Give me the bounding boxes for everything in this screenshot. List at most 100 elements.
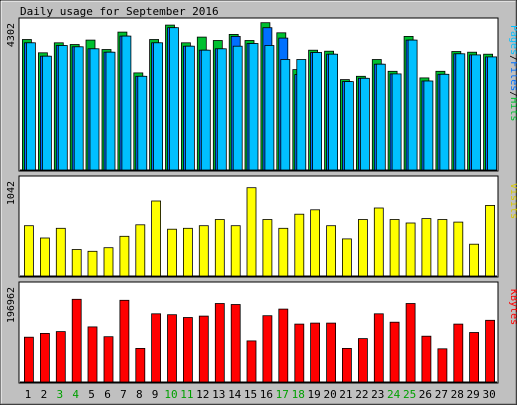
bar-kbytes-day-22 [357, 338, 368, 383]
bar-kbytes-day-9 [151, 313, 162, 383]
day-label-1: 1 [25, 388, 32, 401]
day-label-7: 7 [120, 388, 127, 401]
bar-pages-day-15 [248, 43, 259, 171]
bar-visits-day-21 [341, 238, 352, 277]
bar-visits-day-14 [230, 225, 241, 277]
bar-visits-day-12 [198, 225, 209, 277]
bar-visits-day-23 [373, 207, 384, 277]
bar-kbytes-day-24 [389, 321, 400, 383]
bar-pages-day-20 [328, 53, 339, 171]
day-label-3: 3 [56, 388, 63, 401]
bar-visits-day-15 [246, 187, 257, 277]
bar-visits-day-28 [453, 221, 464, 277]
day-label-23: 23 [371, 388, 384, 401]
bar-visits-day-17 [278, 227, 289, 277]
bar-visits-day-11 [182, 227, 193, 277]
bar-pages-day-21 [343, 81, 354, 171]
day-label-4: 4 [72, 388, 79, 401]
bar-kbytes-day-17 [278, 308, 289, 383]
day-label-10: 10 [164, 388, 177, 401]
bar-visits-day-3 [55, 227, 66, 277]
bar-visits-day-1 [23, 225, 34, 277]
day-label-5: 5 [88, 388, 95, 401]
day-label-12: 12 [196, 388, 209, 401]
bar-pages-day-28 [455, 53, 466, 171]
day-label-26: 26 [419, 388, 432, 401]
legend-top-part: Pages [508, 25, 517, 55]
bar-kbytes-day-10 [167, 314, 177, 383]
y-max-label: 196962 [6, 287, 17, 323]
bar-visits-day-8 [135, 224, 146, 277]
bar-pages-day-10 [169, 27, 179, 171]
bar-pages-day-17 [280, 59, 291, 171]
bar-pages-day-23 [375, 63, 386, 171]
chart-panels: 4302 1042 196962 [6, 17, 499, 384]
legend-top-part: / [508, 91, 517, 97]
bar-kbytes-day-6 [103, 336, 114, 383]
day-label-19: 19 [307, 388, 320, 401]
bar-pages-day-7 [121, 35, 132, 171]
legend-top: Pages/Files/Hits [508, 25, 517, 121]
day-label-9: 9 [152, 388, 159, 401]
bar-kbytes-day-3 [55, 331, 66, 383]
bar-pages-day-4 [73, 46, 84, 171]
bar-kbytes-day-28 [453, 323, 464, 383]
bar-kbytes-day-23 [373, 313, 384, 383]
bar-kbytes-day-20 [326, 322, 337, 383]
day-labels: 1 2 3 4 5 6 7 8 9 10 11 12 13 14 15 16 17 18 19 20 21 22 23 24 2… [25, 388, 496, 401]
bar-pages-day-16 [264, 45, 275, 171]
bar-visits-day-7 [119, 235, 130, 277]
day-label-17: 17 [276, 388, 289, 401]
bar-pages-day-18 [296, 59, 307, 171]
day-label-30: 30 [482, 388, 495, 401]
bar-visits-day-30 [485, 204, 496, 277]
bar-kbytes-day-26 [421, 335, 432, 383]
bar-visits-day-29 [469, 243, 480, 277]
bar-pages-day-12 [200, 49, 211, 171]
y-max-label: 4302 [6, 23, 17, 47]
bar-kbytes-day-19 [310, 322, 321, 383]
bar-kbytes-day-29 [469, 332, 480, 383]
bar-kbytes-day-5 [87, 326, 98, 383]
bar-visits-day-18 [294, 213, 305, 277]
panel-frame [18, 175, 499, 278]
bar-pages-day-11 [184, 45, 195, 171]
bar-visits-day-5 [87, 250, 98, 277]
bar-visits-day-25 [405, 222, 416, 277]
day-label-15: 15 [244, 388, 257, 401]
day-label-6: 6 [104, 388, 111, 401]
panel-frame [18, 281, 499, 384]
bar-pages-day-5 [89, 48, 100, 171]
bar-kbytes-day-21 [341, 347, 352, 383]
panel-hits-files-pages: 4302 [6, 17, 499, 172]
legend-top-part: Files [508, 61, 517, 91]
bar-visits-day-27 [437, 219, 448, 277]
bar-kbytes-day-16 [262, 315, 273, 383]
day-label-13: 13 [212, 388, 225, 401]
legend-kbytes: KBytes [508, 289, 517, 325]
bar-kbytes-day-30 [485, 319, 496, 383]
bar-visits-day-9 [151, 200, 162, 277]
day-label-28: 28 [451, 388, 464, 401]
day-label-27: 27 [435, 388, 448, 401]
bar-kbytes-day-12 [198, 315, 209, 383]
bar-visits-day-26 [421, 218, 432, 277]
day-label-11: 11 [180, 388, 193, 401]
bar-kbytes-day-14 [230, 304, 241, 383]
panel-visits: 1042 [6, 175, 499, 278]
day-label-20: 20 [323, 388, 336, 401]
bar-visits-day-19 [310, 209, 321, 277]
bar-kbytes-day-7 [119, 299, 130, 383]
day-label-14: 14 [228, 388, 242, 401]
bar-pages-day-8 [137, 75, 148, 171]
bar-pages-day-1 [25, 42, 36, 171]
bar-pages-day-2 [42, 55, 52, 171]
bar-pages-day-14 [232, 45, 243, 171]
bar-kbytes-day-13 [214, 303, 225, 383]
day-label-24: 24 [387, 388, 401, 401]
bar-kbytes-day-25 [405, 303, 416, 383]
bar-pages-day-29 [471, 54, 482, 171]
bar-visits-day-13 [214, 219, 225, 277]
bar-kbytes-day-18 [294, 323, 305, 383]
